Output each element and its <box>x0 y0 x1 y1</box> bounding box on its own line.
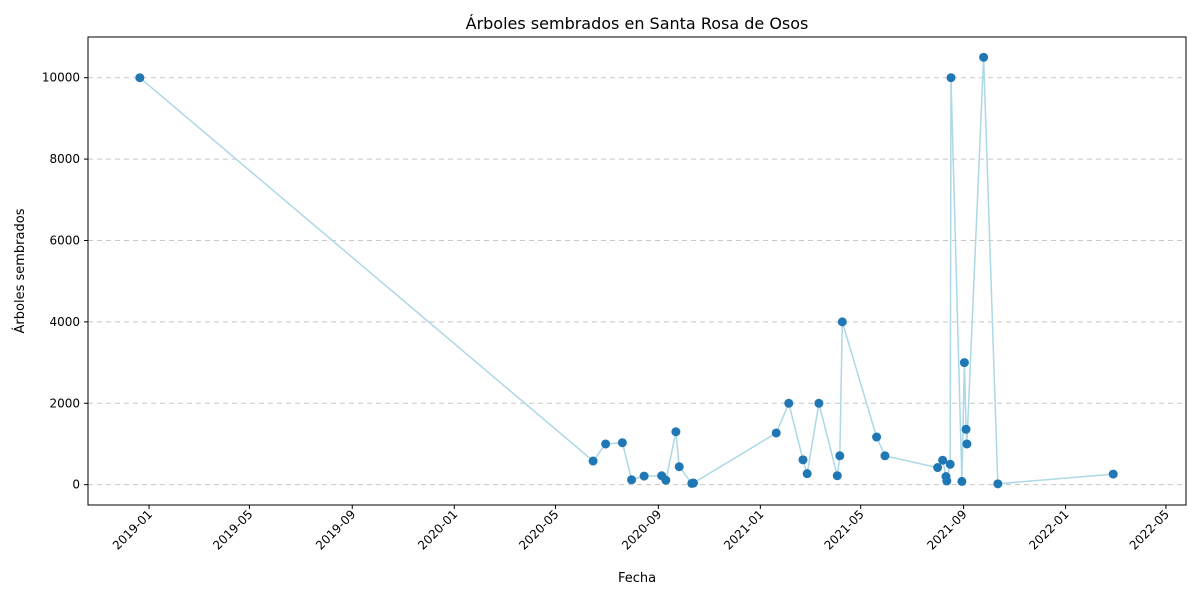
data-point <box>671 427 681 437</box>
x-tick-label: 2022-05 <box>1127 507 1172 552</box>
data-markers <box>135 52 1118 489</box>
data-point <box>880 451 890 461</box>
y-tick-label: 10000 <box>42 71 80 85</box>
x-tick-label: 2020-05 <box>516 507 561 552</box>
x-tick-label: 2021-01 <box>721 507 766 552</box>
data-point <box>993 479 1003 489</box>
data-point <box>674 462 684 472</box>
data-point <box>837 317 847 327</box>
y-axis-label: Árboles sembrados <box>12 208 28 333</box>
x-axis: 2019-01 2019-05 2019-09 2020-01 2020-05 2020-… <box>110 505 1172 553</box>
series-line <box>139 57 1114 485</box>
data-point <box>588 456 598 466</box>
data-point <box>798 455 808 465</box>
data-point <box>688 478 698 488</box>
data-point <box>771 428 781 438</box>
data-point <box>872 432 882 442</box>
plot-frame <box>87 36 1187 506</box>
data-point <box>938 455 948 465</box>
y-tick-label: 8000 <box>49 152 80 166</box>
x-axis-label: Fecha <box>618 571 656 586</box>
data-point <box>802 469 812 479</box>
data-point <box>832 471 842 481</box>
y-axis: 0 2000 4000 6000 8000 10000 <box>42 71 88 492</box>
data-point <box>784 398 794 408</box>
data-point <box>639 471 649 481</box>
x-tick-label: 2019-01 <box>110 507 155 552</box>
x-tick-label: 2021-09 <box>924 507 969 552</box>
y-tick-label: 0 <box>72 478 80 492</box>
y-tick-label: 6000 <box>49 233 80 247</box>
data-point <box>945 459 955 469</box>
chart-title: Árboles sembrados en Santa Rosa de Osos <box>466 14 809 33</box>
x-tick-label: 2020-01 <box>415 507 460 552</box>
data-point <box>835 451 845 461</box>
data-point <box>959 358 969 368</box>
x-tick-label: 2019-05 <box>210 507 255 552</box>
data-point <box>961 424 971 434</box>
y-tick-label: 4000 <box>49 315 80 329</box>
data-point <box>1108 469 1118 479</box>
data-point <box>946 73 956 83</box>
grid-lines <box>88 77 1186 486</box>
data-point <box>627 475 637 485</box>
y-tick-label: 2000 <box>49 396 80 410</box>
x-tick-label: 2022-01 <box>1026 507 1071 552</box>
data-point <box>957 476 967 486</box>
data-point <box>933 463 943 473</box>
data-point <box>942 476 952 486</box>
data-point <box>135 73 145 83</box>
data-point <box>814 398 824 408</box>
data-point <box>661 475 671 485</box>
data-point <box>601 439 611 449</box>
x-tick-label: 2020-09 <box>619 507 664 552</box>
x-tick-label: 2021-05 <box>821 507 866 552</box>
data-point <box>979 52 989 62</box>
x-tick-label: 2019-09 <box>313 507 358 552</box>
data-point <box>617 438 627 448</box>
data-point <box>962 439 972 449</box>
